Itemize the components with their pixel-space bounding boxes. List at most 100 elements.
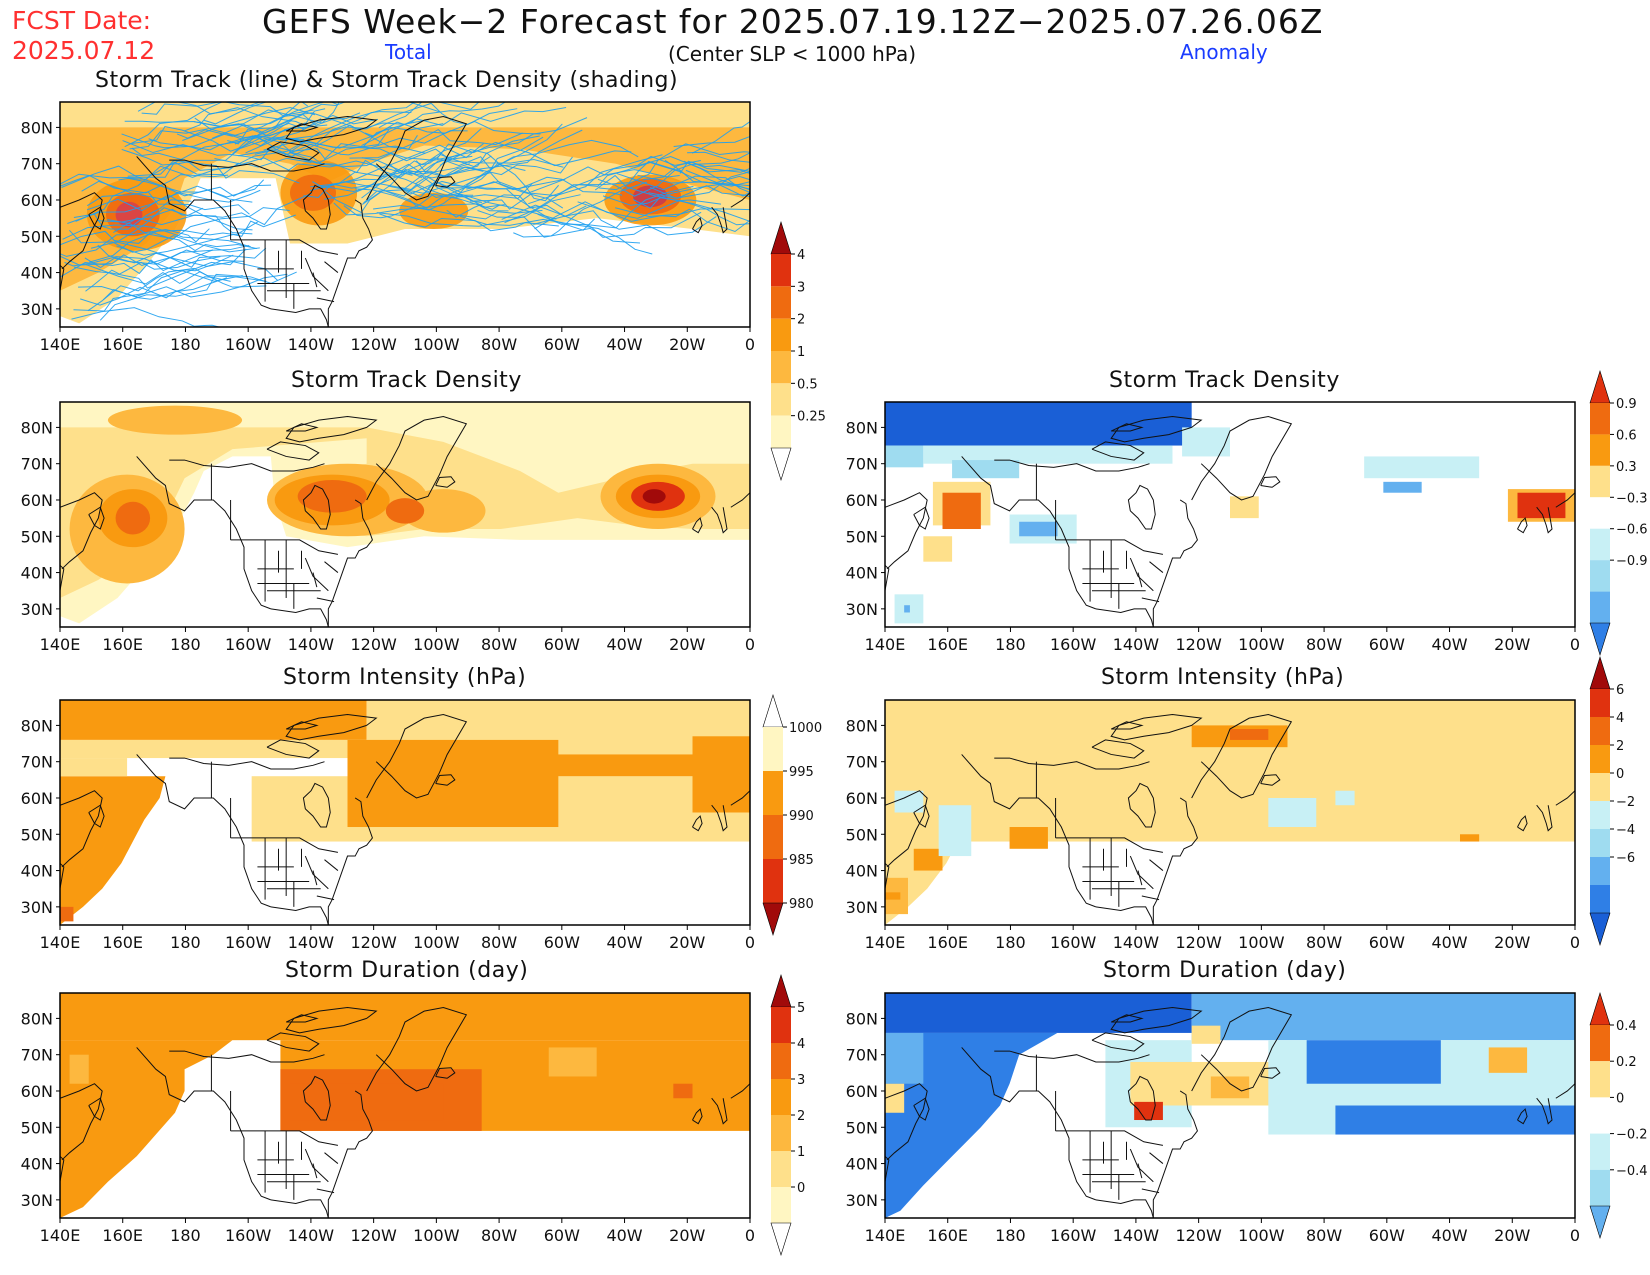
lon-tick-label: 100W	[1238, 1226, 1285, 1245]
colorbar-density-total-swatch	[771, 415, 791, 448]
density-anom-frame	[884, 401, 1576, 628]
density-total-frame	[59, 401, 751, 628]
lon-tick-label: 80W	[481, 1226, 517, 1245]
colorbar-density-anom-label: −0.9	[1616, 554, 1648, 569]
lon-tick-label: 60W	[1369, 1226, 1405, 1245]
lat-tick-label: 80N	[21, 418, 53, 437]
colorbar-density-anom-swatch	[1590, 528, 1610, 561]
colorbar-intensity-anom-label: −6	[1616, 851, 1635, 866]
panel-title-track-total: Storm Track (line) & Storm Track Density…	[95, 68, 679, 93]
intensity-total-map	[60, 700, 750, 925]
lat-tick-label: 30N	[846, 600, 878, 619]
lon-tick-label: 20W	[669, 335, 705, 354]
panel-title-density-anom: Storm Track Density	[1109, 368, 1340, 393]
colorbar-intensity-total-top-arrow	[762, 693, 784, 728]
colorbar-intensity-anom-bottom-arrow	[1589, 912, 1611, 947]
colorbar-intensity-total-label: 1000	[789, 721, 822, 736]
colorbar-duration-anom-label: 0	[1616, 1091, 1624, 1106]
intensity-total-frame	[59, 699, 751, 926]
panel-title-duration-anom: Storm Duration (day)	[1103, 958, 1347, 983]
lat-tick-label: 70N	[21, 455, 53, 474]
lon-tick-label: 0	[745, 635, 755, 654]
colorbar-duration-anom-swatch	[1590, 1169, 1610, 1206]
lat-tick-label: 70N	[21, 155, 53, 174]
lon-tick-label: 80W	[1306, 635, 1342, 654]
lat-tick-label: 80N	[846, 418, 878, 437]
colorbar-density-total-label: 3	[797, 280, 805, 295]
colorbar-density-anom-label: −0.6	[1616, 523, 1648, 538]
lat-tick-label: 80N	[846, 1009, 878, 1028]
lon-tick-label: 0	[1570, 933, 1580, 952]
colorbar-intensity-total-swatch	[763, 815, 783, 859]
fcst-date-value: 2025.07.12	[12, 36, 156, 65]
lon-tick-label: 100W	[413, 335, 460, 354]
colorbar-intensity-anom-swatch	[1590, 773, 1610, 801]
lat-tick-label: 50N	[21, 825, 53, 844]
lon-tick-label: 60W	[544, 933, 580, 952]
colorbar-intensity-total-label: 980	[789, 897, 814, 912]
lat-tick-label: 60N	[21, 491, 53, 510]
lon-tick-label: 0	[1570, 635, 1580, 654]
lat-tick-label: 80N	[21, 716, 53, 735]
colorbar-intensity-anom-swatch	[1590, 745, 1610, 773]
lon-tick-label: 160E	[102, 933, 143, 952]
colorbar-intensity-anom-swatch	[1590, 885, 1610, 913]
lon-tick-label: 40W	[606, 1226, 642, 1245]
intensity-anom-map	[885, 700, 1575, 925]
duration-total-axes: 140E 160E 180 160W 140W 120W 100W 80W 60W 40W 20W 0…	[21, 992, 755, 1245]
duration-total-frame	[59, 992, 751, 1219]
colorbar-duration-anom: 0.4 0.2 0 −0.2 −0.4	[1589, 991, 1648, 1240]
lon-tick-label: 100W	[413, 635, 460, 654]
colorbar-duration-total-label: 5	[797, 1001, 805, 1016]
lat-tick-label: 50N	[21, 527, 53, 546]
lat-tick-label: 30N	[21, 898, 53, 917]
lat-tick-label: 40N	[846, 564, 878, 583]
lon-tick-label: 120W	[1175, 933, 1222, 952]
colorbar-density-anom-top-arrow	[1589, 369, 1611, 404]
lon-tick-label: 80W	[481, 933, 517, 952]
density-total-map	[60, 402, 750, 627]
colorbar-duration-total-swatch	[771, 1079, 791, 1115]
lon-tick-label: 0	[1570, 1226, 1580, 1245]
lat-tick-label: 30N	[21, 600, 53, 619]
colorbar-duration-total-label: 4	[797, 1037, 805, 1052]
lon-tick-label: 40W	[1431, 635, 1467, 654]
colorbar-density-anom-label: 0.9	[1616, 397, 1637, 412]
lon-tick-label: 20W	[1494, 933, 1530, 952]
panel-title-duration-total: Storm Duration (day)	[285, 958, 529, 983]
lon-tick-label: 120W	[1175, 1226, 1222, 1245]
colorbar-duration-anom-swatch	[1590, 1097, 1610, 1134]
lon-tick-label: 160E	[102, 1226, 143, 1245]
lat-tick-label: 60N	[21, 1082, 53, 1101]
lon-tick-label: 40W	[606, 635, 642, 654]
lon-tick-label: 100W	[413, 933, 460, 952]
intensity-total-axes: 140E 160E 180 160W 140W 120W 100W 80W 60W 40W 20W 0…	[21, 699, 755, 952]
colorbar-duration-total-label: 3	[797, 1073, 805, 1088]
lon-tick-label: 140E	[40, 635, 81, 654]
lat-tick-label: 80N	[846, 716, 878, 735]
colorbar-intensity-anom-label: 0	[1616, 767, 1624, 782]
lat-tick-label: 60N	[846, 491, 878, 510]
lon-tick-label: 140W	[1113, 1226, 1160, 1245]
lon-tick-label: 180	[170, 635, 201, 654]
intensity-anom-axes: 140E 160E 180 160W 140W 120W 100W 80W 60W 40W 20W 0…	[846, 699, 1580, 952]
lon-tick-label: 160W	[1050, 635, 1097, 654]
colorbar-intensity-anom-label: −2	[1616, 795, 1635, 810]
lat-tick-label: 30N	[846, 898, 878, 917]
colorbar-intensity-anom-swatch	[1590, 829, 1610, 857]
colorbar-density-anom-swatch	[1590, 497, 1610, 529]
lat-tick-label: 60N	[846, 1082, 878, 1101]
colorbar-intensity-anom: 6 4 2 0 −2 −4 −6	[1589, 655, 1635, 947]
lon-tick-label: 40W	[1431, 933, 1467, 952]
lon-tick-label: 180	[995, 1226, 1026, 1245]
colorbar-density-total-label: 0.5	[797, 377, 818, 392]
colorbar-intensity-total-label: 985	[789, 853, 814, 868]
colorbar-duration-total-label: 2	[797, 1109, 805, 1124]
colorbar-density-anom-bottom-arrow	[1589, 622, 1611, 657]
colorbar-intensity-total: 1000 995 990 985 980	[762, 693, 822, 937]
density-total-axes: 140E 160E 180 160W 140W 120W 100W 80W 60W 40W 20W 0…	[21, 401, 755, 654]
colorbar-intensity-anom-swatch	[1590, 717, 1610, 745]
colorbar-density-total-swatch	[771, 383, 791, 416]
colorbar-duration-total-bottom-arrow	[770, 1222, 792, 1257]
lon-tick-label: 60W	[1369, 635, 1405, 654]
